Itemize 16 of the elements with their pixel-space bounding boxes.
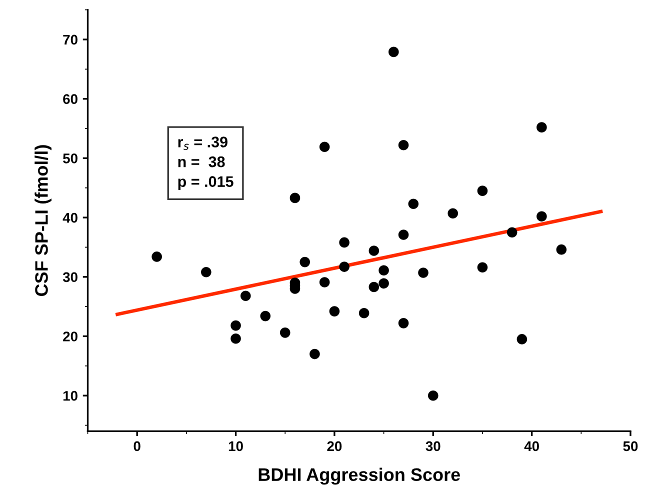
x-tick-label: 0 xyxy=(134,441,140,452)
y-axis-title: CSF SP-LI (fmol/l) xyxy=(34,145,52,296)
x-tick-label: 50 xyxy=(623,441,638,452)
x-tick-label: 40 xyxy=(524,441,539,452)
y-tick-label: 60 xyxy=(63,94,78,104)
x-tick-label: 20 xyxy=(327,441,342,452)
y-tick-label: 20 xyxy=(63,332,78,342)
x-tick-label: 30 xyxy=(426,441,440,452)
y-tick-label: 30 xyxy=(62,272,78,282)
y-tick-label: 40 xyxy=(62,212,78,223)
y-tick-label: 50 xyxy=(63,154,78,164)
annotation: r$_{s}$ = .39 n = 38 p = .015 xyxy=(178,136,234,190)
x-tick-label: 10 xyxy=(228,441,243,452)
y-tick-label: 70 xyxy=(63,34,78,45)
y-tick-label: 10 xyxy=(63,390,78,401)
x-axis-title: BDHI Aggression Score xyxy=(258,468,460,485)
